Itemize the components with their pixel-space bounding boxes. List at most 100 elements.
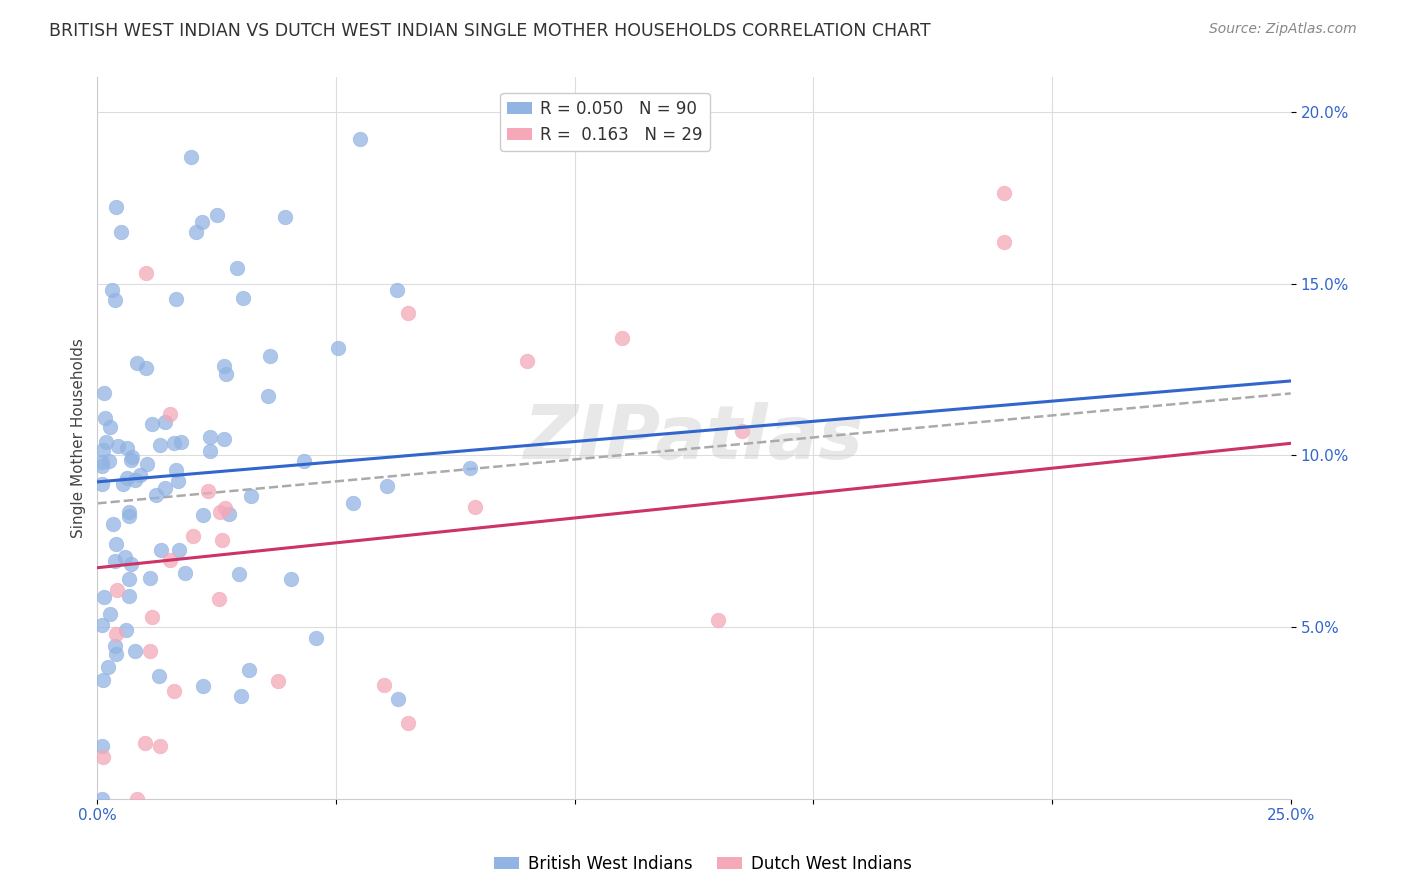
Point — [105, 537, 128, 551]
Point — [163, 436, 186, 450]
Point — [198, 430, 221, 444]
Point — [349, 132, 371, 146]
Point — [211, 533, 233, 547]
Point — [105, 647, 128, 661]
Point — [135, 266, 157, 280]
Point — [97, 660, 120, 674]
Point — [214, 367, 236, 381]
Point — [516, 354, 538, 368]
Point — [117, 505, 139, 519]
Point — [257, 389, 280, 403]
Point — [731, 424, 754, 438]
Text: Source: ZipAtlas.com: Source: ZipAtlas.com — [1209, 22, 1357, 37]
Point — [91, 750, 114, 764]
Point — [91, 739, 114, 753]
Point — [115, 471, 138, 485]
Point — [267, 674, 290, 689]
Point — [149, 438, 172, 452]
Point — [91, 673, 114, 687]
Point — [165, 292, 187, 306]
Point — [93, 386, 115, 401]
Point — [91, 618, 114, 632]
Point — [110, 225, 132, 239]
Point — [214, 359, 236, 374]
Point — [387, 284, 409, 298]
Point — [342, 496, 364, 510]
Point — [100, 607, 122, 621]
Point — [91, 443, 114, 458]
Point — [105, 200, 128, 214]
Point — [114, 550, 136, 565]
Point — [159, 552, 181, 566]
Point — [993, 235, 1015, 250]
Point — [209, 505, 232, 519]
Point — [159, 408, 181, 422]
Point — [128, 468, 150, 483]
Text: ZIPatlas: ZIPatlas — [524, 401, 865, 475]
Point — [191, 508, 214, 523]
Point — [373, 678, 395, 692]
Point — [212, 432, 235, 446]
Point — [101, 283, 124, 297]
Point — [707, 613, 730, 627]
Point — [274, 211, 297, 225]
Point — [112, 476, 135, 491]
Point — [107, 439, 129, 453]
Point — [150, 542, 173, 557]
Point — [139, 644, 162, 658]
Point — [117, 589, 139, 603]
Point — [105, 583, 128, 598]
Point — [165, 463, 187, 477]
Point — [239, 489, 262, 503]
Point — [104, 627, 127, 641]
Point — [98, 420, 121, 434]
Point — [124, 474, 146, 488]
Point — [396, 716, 419, 731]
Point — [396, 306, 419, 320]
Legend: R = 0.050   N = 90, R =  0.163   N = 29: R = 0.050 N = 90, R = 0.163 N = 29 — [501, 93, 710, 151]
Point — [138, 571, 160, 585]
Point — [141, 610, 163, 624]
Point — [136, 457, 159, 471]
Point — [94, 411, 117, 425]
Point — [218, 507, 240, 521]
Point — [387, 692, 409, 706]
Point — [214, 501, 236, 516]
Point — [91, 476, 114, 491]
Point — [205, 208, 228, 222]
Point — [173, 566, 195, 581]
Point — [153, 415, 176, 429]
Point — [198, 444, 221, 458]
Point — [232, 292, 254, 306]
Point — [149, 739, 172, 753]
Point — [124, 644, 146, 658]
Point — [305, 631, 328, 645]
Point — [197, 484, 219, 499]
Point — [993, 186, 1015, 200]
Legend: British West Indians, Dutch West Indians: British West Indians, Dutch West Indians — [488, 848, 918, 880]
Point — [183, 529, 205, 543]
Point — [145, 488, 167, 502]
Point — [93, 591, 115, 605]
Point — [127, 791, 149, 805]
Point — [91, 791, 114, 805]
Point — [155, 481, 177, 495]
Point — [104, 293, 127, 308]
Point — [225, 260, 247, 275]
Point — [280, 572, 302, 586]
Point — [464, 500, 486, 514]
Point — [166, 474, 188, 488]
Point — [120, 452, 142, 467]
Point — [121, 450, 143, 465]
Point — [125, 356, 148, 370]
Point — [103, 517, 125, 532]
Point — [612, 330, 634, 344]
Point — [191, 679, 214, 693]
Point — [97, 454, 120, 468]
Point — [104, 554, 127, 568]
Point — [118, 508, 141, 523]
Point — [167, 543, 190, 558]
Point — [292, 454, 315, 468]
Point — [180, 150, 202, 164]
Point — [141, 417, 163, 432]
